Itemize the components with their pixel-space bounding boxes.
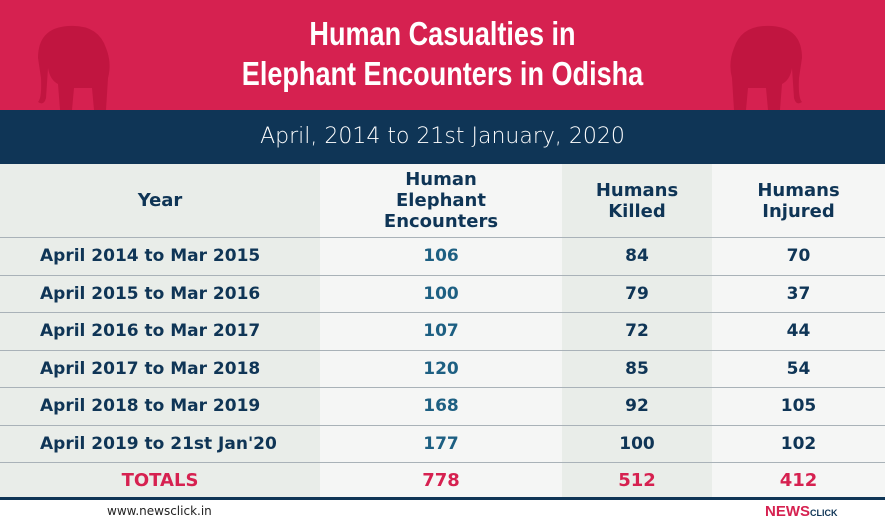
table-row: April 2015 to Mar 2016 100 79 37 [0, 276, 885, 313]
cell-killed: 85 [625, 358, 649, 379]
cell-encounters: 106 [423, 246, 459, 267]
data-table: Year Human Elephant Encounters Humans Ki… [0, 164, 885, 500]
title-line-1: Human Casualties in [309, 15, 576, 52]
cell-killed: 92 [625, 396, 649, 417]
footer: www.newsclick.in NEWSCLICK [0, 500, 885, 525]
cell-year: April 2014 to Mar 2015 [40, 246, 261, 267]
cell-encounters: 120 [423, 358, 459, 379]
cell-injured: 54 [786, 358, 811, 379]
table-row: April 2014 to Mar 2015 106 84 70 [0, 238, 885, 276]
title-line-2: Elephant Encounters in Odisha [241, 55, 644, 92]
cell-encounters: 107 [423, 321, 459, 342]
cell-year: April 2017 to Mar 2018 [40, 358, 261, 379]
cell-encounters: 177 [423, 433, 459, 454]
column-header-killed: Humans Killed [595, 179, 679, 222]
cell-killed: 100 [619, 433, 655, 454]
cell-injured: 37 [786, 283, 811, 304]
title-banner: Human Casualties in Elephant Encounters … [0, 0, 885, 110]
table-row: April 2019 to 21st Jan'20 177 100 102 [0, 426, 885, 463]
totals-row: TOTALS 778 512 412 [0, 463, 885, 500]
elephant-icon-left [38, 25, 110, 110]
cell-year: April 2016 to Mar 2017 [40, 321, 261, 342]
elephant-icon-right [730, 25, 802, 110]
column-header-encounters: Human Elephant Encounters [383, 169, 499, 232]
table-row: April 2018 to Mar 2019 168 92 105 [0, 388, 885, 426]
website-link[interactable]: www.newsclick.in [107, 504, 212, 518]
column-header-year: Year [137, 190, 183, 211]
table-row: April 2017 to Mar 2018 120 85 54 [0, 351, 885, 388]
totals-injured: 412 [779, 469, 818, 491]
page-title: Human Casualties in Elephant Encounters … [80, 14, 806, 94]
newsclick-logo: NEWSCLICK [765, 503, 838, 520]
cell-killed: 72 [625, 321, 649, 342]
cell-encounters: 168 [423, 396, 459, 417]
cell-injured: 102 [780, 433, 817, 454]
cell-year: April 2015 to Mar 2016 [40, 283, 261, 304]
totals-encounters: 778 [422, 469, 460, 491]
cell-killed: 79 [625, 283, 649, 304]
cell-injured: 70 [786, 246, 811, 267]
cell-encounters: 100 [423, 283, 459, 304]
cell-killed: 84 [625, 246, 649, 267]
cell-injured: 105 [780, 396, 817, 417]
table-row: April 2016 to Mar 2017 107 72 44 [0, 313, 885, 351]
column-header-injured: Humans Injured [757, 179, 840, 222]
subtitle: April, 2014 to 21st January, 2020 [0, 110, 885, 164]
totals-label: TOTALS [121, 469, 199, 491]
cell-injured: 44 [786, 321, 811, 342]
totals-killed: 512 [618, 469, 656, 491]
cell-year: April 2019 to 21st Jan'20 [40, 433, 277, 454]
cell-year: April 2018 to Mar 2019 [40, 396, 261, 417]
table-header-row: Year Human Elephant Encounters Humans Ki… [0, 164, 885, 238]
